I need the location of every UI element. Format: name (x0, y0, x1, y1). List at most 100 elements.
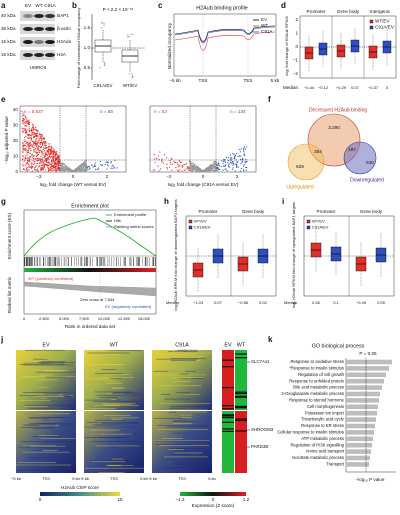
point (224, 165, 226, 167)
band (45, 40, 55, 44)
point (26, 154, 28, 156)
shape (346, 423, 375, 429)
point (43, 138, 46, 140)
point (64, 166, 66, 168)
point (173, 161, 175, 163)
x-tick-label: TSS (178, 476, 186, 481)
point (240, 167, 242, 170)
point (246, 161, 248, 163)
y-axis-label: log₂ fold change of H2Aub RPKM (284, 16, 289, 75)
point (30, 133, 32, 135)
point (42, 138, 44, 140)
point (44, 163, 46, 166)
shape (84, 411, 144, 473)
point (39, 136, 41, 139)
legend-label: Ranking metric scores (114, 224, 154, 229)
panel-label: j (0, 335, 3, 344)
point (65, 167, 67, 169)
point (183, 163, 185, 166)
point (25, 131, 28, 133)
point (242, 165, 245, 167)
point (40, 138, 43, 140)
point (31, 163, 33, 165)
point (22, 158, 24, 160)
protein-label: H2A (57, 52, 67, 57)
point (226, 170, 228, 172)
point (207, 168, 209, 170)
x-axis-label: log₂ fold change (C91A versus EV) (168, 182, 239, 187)
point (176, 169, 178, 171)
point (58, 169, 60, 171)
x-tick-label: 7,500 (79, 316, 90, 321)
point (48, 158, 50, 160)
column-header: Promoter (317, 209, 336, 214)
point (39, 142, 41, 144)
point (81, 167, 84, 169)
panel-title: H2Aub binding profile (196, 5, 248, 11)
point (192, 162, 194, 164)
point (82, 170, 84, 172)
panel-title: GO biological process (312, 343, 365, 349)
point (32, 129, 34, 132)
median-value: −0.44 (304, 85, 315, 90)
point (28, 169, 30, 171)
point (52, 160, 55, 162)
point (54, 151, 56, 153)
point (113, 166, 115, 168)
point (206, 168, 208, 171)
point (46, 146, 48, 149)
point (26, 162, 28, 164)
point (51, 164, 54, 167)
point (227, 165, 230, 167)
point (36, 162, 38, 165)
point (223, 160, 225, 162)
point (25, 132, 27, 134)
shape (235, 396, 247, 398)
y-tick-label: 1 (295, 31, 298, 36)
point (207, 166, 210, 168)
point (53, 166, 55, 169)
point (244, 161, 246, 163)
outlier (104, 62, 106, 65)
point (241, 161, 243, 163)
lane-label: C91A (44, 3, 56, 8)
point (35, 169, 37, 171)
count-label: n = 53 (154, 109, 167, 114)
point (166, 168, 169, 170)
point (31, 140, 34, 142)
shape (173, 13, 277, 77)
point (240, 155, 242, 157)
point (221, 160, 223, 162)
point (80, 164, 82, 167)
point (107, 161, 109, 164)
point (40, 139, 43, 141)
point (28, 131, 31, 133)
legend-tick: 15 (117, 497, 123, 502)
point (33, 167, 36, 169)
point (216, 169, 218, 172)
point (232, 164, 234, 166)
point (40, 149, 42, 152)
point (36, 146, 38, 148)
point (227, 162, 229, 164)
point (158, 170, 160, 172)
point (27, 133, 29, 135)
go-term: Bile acid metabolic process (293, 385, 344, 390)
point (58, 164, 60, 167)
annotation: WT (positively correlated) (28, 276, 74, 281)
point (26, 150, 28, 152)
point (85, 168, 87, 170)
point (29, 156, 31, 158)
x-tick-label: −5 kb (169, 78, 181, 83)
point (51, 157, 54, 159)
point (61, 165, 64, 167)
shape (222, 415, 234, 417)
point (195, 167, 197, 169)
point (52, 162, 54, 165)
lane-label: EV (25, 3, 32, 8)
median-value: 0.36 (312, 300, 321, 305)
x-tick-label: TSS (110, 476, 118, 481)
point (110, 167, 112, 169)
point (28, 143, 30, 146)
point (48, 148, 51, 150)
